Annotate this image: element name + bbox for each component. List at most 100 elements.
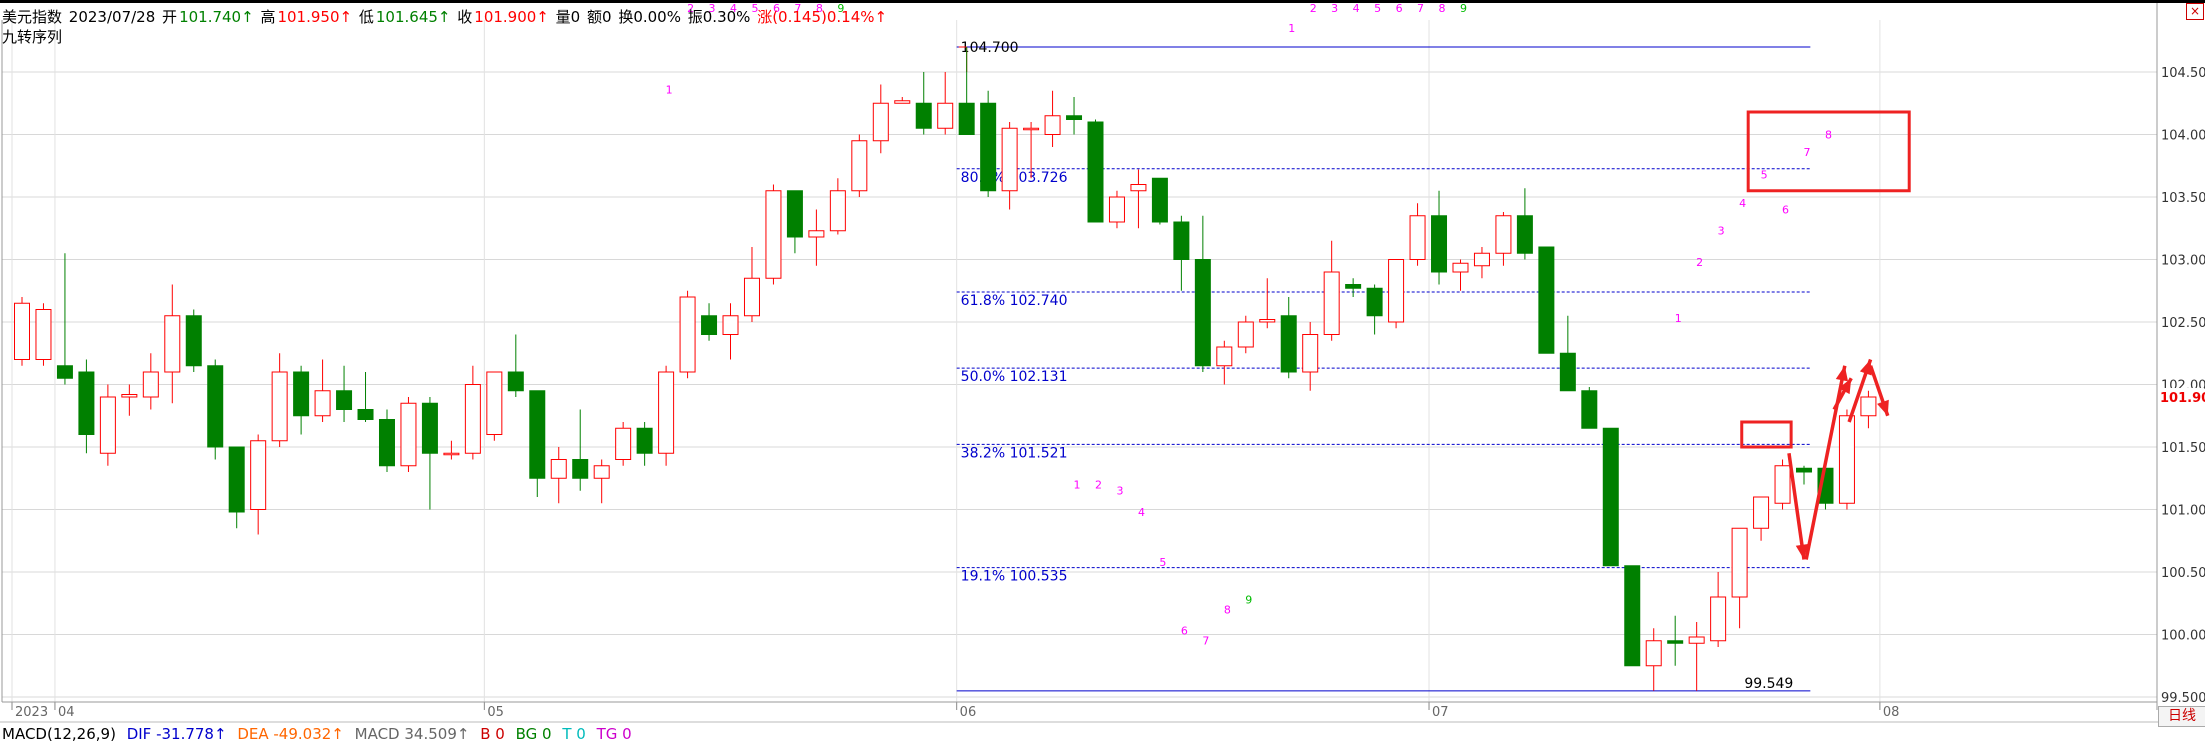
candle-body [937, 102, 954, 129]
candle [1667, 615, 1684, 666]
nine-count: 9 [1245, 593, 1252, 606]
candle-body [271, 371, 288, 442]
y-tick-label: 102.500 [2161, 316, 2205, 331]
candle [765, 184, 782, 285]
macd-bg: BG 0 [515, 725, 552, 743]
candle-body [765, 190, 782, 279]
candle-body [1345, 284, 1362, 289]
candle [1538, 246, 1555, 354]
candle-body [207, 365, 224, 448]
candle-body [1710, 596, 1727, 642]
candle [1838, 409, 1855, 510]
y-tick-label: 100.000 [2161, 629, 2205, 644]
candle-body [529, 390, 546, 479]
candle [1796, 465, 1813, 485]
candle [14, 297, 30, 366]
nine-count: 1 [1288, 22, 1295, 35]
candle [1130, 169, 1147, 229]
candle [1173, 215, 1190, 291]
candle-body [980, 102, 997, 192]
candle [185, 309, 202, 372]
nine-count: 2 [687, 2, 694, 15]
nine-count: 8 [1439, 2, 1446, 15]
annotation-arrowhead [1838, 378, 1852, 395]
candle [1731, 527, 1748, 629]
candle [1216, 340, 1233, 385]
macd-name[interactable]: MACD(12,26,9) [2, 725, 116, 743]
candle-body [1323, 271, 1340, 335]
candle [1581, 387, 1598, 429]
candle [915, 72, 932, 135]
candle [572, 409, 589, 491]
candle [937, 72, 954, 135]
low-value: 101.645↑ [375, 8, 451, 26]
candle-body [336, 390, 353, 410]
candle-body [35, 309, 52, 360]
candle [99, 384, 116, 466]
candle [1108, 190, 1125, 229]
candle [56, 253, 73, 385]
nine-count: 7 [1202, 635, 1209, 648]
x-tick-label: 06 [960, 705, 977, 720]
nine-count: 7 [794, 2, 801, 15]
candle-body [636, 427, 653, 454]
candle [1366, 284, 1383, 335]
nine-count: 4 [730, 2, 737, 15]
candle-body [1624, 565, 1641, 667]
candle [207, 359, 224, 460]
candle [1516, 188, 1533, 260]
top-border [0, 0, 2205, 3]
candle [357, 372, 374, 422]
candle-body [185, 315, 202, 367]
annotations [1740, 110, 1911, 560]
candle-body [250, 440, 267, 510]
candle-body [593, 465, 610, 479]
candle-body [872, 102, 889, 142]
annotation-arrowhead [1859, 359, 1872, 376]
candle-body [314, 390, 331, 417]
candle-body [164, 315, 181, 373]
fib-label: 19.1% 100.535 [961, 569, 1068, 585]
candle-body [1796, 467, 1813, 473]
candles[interactable] [14, 47, 1877, 691]
candle [550, 447, 567, 504]
candle-body [786, 190, 803, 238]
nine-count: 9 [1460, 2, 1467, 15]
candle-body [851, 140, 868, 192]
candle [679, 290, 696, 379]
candle [271, 353, 288, 447]
high-value: 101.950↑ [277, 8, 353, 26]
y-tick-label: 104.000 [2161, 129, 2205, 144]
indicator-name[interactable]: 九转序列 [2, 28, 63, 46]
nine-count: 5 [1374, 2, 1381, 15]
close-icon[interactable]: × [2186, 3, 2204, 20]
candle-body [1473, 252, 1490, 267]
x-tick-label: 04 [58, 705, 75, 720]
candle-body [1087, 121, 1104, 223]
candle [250, 434, 267, 535]
candle [593, 459, 610, 504]
candle-body [1280, 315, 1297, 373]
period-badge[interactable]: 日线 [2158, 706, 2205, 727]
candle-body [1388, 259, 1405, 323]
candle [400, 397, 417, 472]
y-tick-label: 104.500 [2161, 66, 2205, 81]
candle [1259, 278, 1276, 329]
candle [421, 397, 438, 510]
fib-label: 38.2% 101.521 [961, 445, 1068, 461]
low-label: 低 [358, 8, 374, 26]
nine-count: 5 [1761, 168, 1768, 181]
candle-body [1581, 390, 1598, 429]
candle [1302, 322, 1319, 391]
candle-body [1409, 215, 1426, 260]
nine-count: 6 [1396, 2, 1403, 15]
candle-body [958, 102, 975, 135]
nine-count: 2 [1310, 2, 1317, 15]
candle-body [1173, 221, 1190, 260]
candle [1624, 565, 1641, 667]
candle [701, 303, 718, 341]
nine-count: 2 [1095, 478, 1102, 491]
candle [142, 353, 159, 410]
candle-body [1044, 115, 1061, 135]
